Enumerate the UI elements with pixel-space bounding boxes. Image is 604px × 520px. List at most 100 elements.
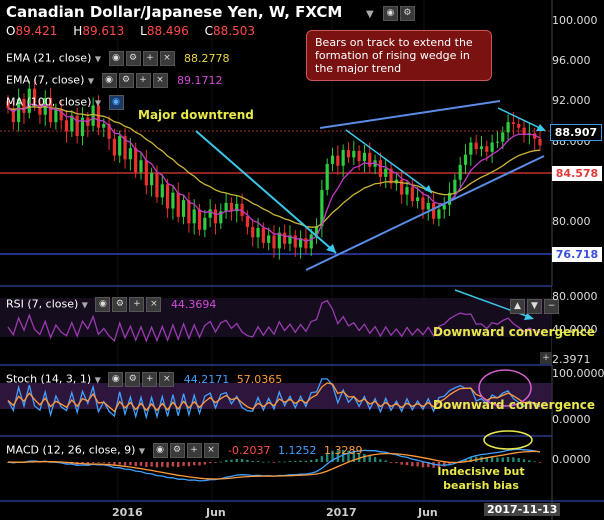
chevron-down-icon[interactable]: ▼ — [138, 446, 146, 456]
chevron-down-icon[interactable]: ▼ — [87, 76, 95, 86]
candle-body — [469, 142, 473, 155]
eye-icon[interactable]: ◉ — [108, 51, 124, 66]
candle-body — [70, 115, 74, 132]
eye-icon[interactable]: ◉ — [152, 443, 168, 458]
ohlc-row: O89.421 H89.613 L88.496 C88.503 — [6, 24, 256, 38]
candle-body — [511, 122, 515, 124]
macd-hist-bar — [347, 450, 350, 462]
plus-icon[interactable]: + — [135, 73, 151, 88]
macd-hist-bar — [496, 457, 499, 462]
candle-body — [538, 138, 542, 146]
candle-body — [506, 122, 510, 133]
macd-hist-bar — [373, 457, 377, 462]
eye-icon[interactable]: ◉ — [101, 73, 117, 88]
macd-tick: 0.0000 — [552, 453, 591, 466]
candle-body — [421, 197, 425, 210]
close-icon[interactable]: × — [159, 372, 175, 387]
eye-icon[interactable]: ◉ — [108, 372, 124, 387]
candle-body — [288, 235, 292, 244]
chevron-down-icon[interactable]: ▼ — [81, 300, 88, 310]
macd-hist-bar — [310, 460, 313, 462]
macd-hist-bar — [107, 462, 111, 464]
candle-body — [501, 132, 505, 142]
gear-icon[interactable]: ⚙ — [169, 443, 185, 458]
candle-body — [118, 136, 122, 156]
candle-body — [410, 187, 414, 202]
time-label: Jun — [206, 506, 226, 519]
eye-icon[interactable]: ◉ — [95, 297, 111, 312]
price-tick: 100.000 — [552, 14, 598, 27]
macd-hist-bar — [203, 462, 207, 465]
plus-icon[interactable]: + — [186, 443, 202, 458]
plus-icon[interactable]: + — [142, 372, 158, 387]
minimize-icon[interactable]: − — [544, 299, 559, 314]
macd-hist-value: -0.2037 — [228, 443, 271, 457]
macd-hist-bar — [411, 462, 414, 467]
stoch-note: Downward convergence — [433, 398, 596, 412]
ema7-value: 89.1712 — [177, 73, 223, 87]
candle-body — [522, 127, 526, 136]
candle-body — [442, 204, 446, 210]
eye-icon[interactable]: ◉ — [108, 95, 124, 110]
candle-body — [304, 238, 308, 249]
candle-body — [437, 209, 441, 219]
candle-body — [458, 164, 462, 180]
time-label: Jun — [418, 506, 438, 519]
candle-body — [197, 209, 202, 230]
gear-icon[interactable]: ⚙ — [118, 73, 134, 88]
chevron-down-icon[interactable]: ▼ — [94, 375, 101, 385]
arrow-up-icon[interactable]: ▲ — [510, 299, 525, 314]
candle-body — [463, 154, 468, 165]
wedge-arrow — [345, 129, 433, 194]
close-icon[interactable]: × — [159, 51, 175, 66]
candle-body — [272, 235, 276, 249]
candle-body — [277, 232, 281, 249]
rsi-legend[interactable]: RSI (7, close) ▼ ◉ ⚙ + × 44.3694 — [6, 297, 217, 312]
candle-body — [38, 103, 42, 115]
macd-hist-bar — [517, 458, 520, 462]
stoch-tick: 0.0000 — [552, 413, 591, 426]
macd-hist-bar — [224, 460, 228, 462]
macd-hist-bar — [262, 461, 265, 463]
high-value: 89.613 — [82, 24, 125, 38]
rsi-line — [7, 299, 541, 343]
macd-hist-bar — [331, 450, 334, 462]
macd-hist-bar — [288, 460, 292, 462]
gear-icon[interactable]: ⚙ — [125, 51, 141, 66]
ma100-legend[interactable]: MA (100, close) ▼ ◉ — [6, 95, 126, 110]
macd-hist-bar — [155, 462, 159, 468]
collapse-icon[interactable]: + — [540, 352, 552, 364]
close-icon[interactable]: × — [203, 443, 219, 458]
gear-icon[interactable]: ⚙ — [125, 372, 141, 387]
candle-body — [309, 234, 313, 249]
close-icon[interactable]: × — [152, 73, 168, 88]
plus-icon[interactable]: + — [142, 51, 158, 66]
gear-icon[interactable]: ⚙ — [112, 297, 128, 312]
close-icon[interactable]: × — [146, 297, 162, 312]
candle-body — [59, 109, 63, 121]
ema21-line — [7, 105, 541, 228]
time-label: 2017 — [326, 506, 357, 519]
ema7-legend[interactable]: EMA (7, close) ▼ ◉ ⚙ + × 89.1712 — [6, 73, 223, 88]
arrow-down-icon[interactable]: ▼ — [527, 299, 542, 314]
macd-circle — [483, 430, 533, 450]
candle-body — [123, 136, 127, 160]
rsi-note: Downward convergence — [433, 325, 596, 339]
candle-body — [362, 152, 367, 162]
chevron-down-icon[interactable]: ▼ — [94, 98, 102, 108]
chevron-down-icon[interactable]: ▼ — [94, 54, 102, 64]
candle-body — [426, 202, 430, 210]
plus-icon[interactable]: + — [129, 297, 145, 312]
gear-icon[interactable]: ⚙ — [399, 5, 415, 21]
stoch-legend[interactable]: Stoch (14, 3, 1) ▼ ◉ ⚙ + × 44.2171 57.0365 — [6, 372, 283, 387]
eye-icon[interactable]: ◉ — [382, 5, 398, 21]
macd-legend[interactable]: MACD (12, 26, close, 9) ▼ ◉ ⚙ + × -0.2037 1… — [6, 443, 363, 458]
macd-hist-bar — [214, 462, 217, 463]
candle-body — [27, 88, 31, 113]
downtrend-arrow — [195, 130, 337, 254]
macd-hist-bar — [113, 462, 116, 466]
blue-level-tag: 76.718 — [552, 247, 602, 262]
ema21-legend[interactable]: EMA (21, close) ▼ ◉ ⚙ + × 88.2778 — [6, 51, 230, 66]
candle-body — [48, 98, 53, 123]
title-dropdown-icon[interactable]: ▼ — [366, 9, 374, 20]
